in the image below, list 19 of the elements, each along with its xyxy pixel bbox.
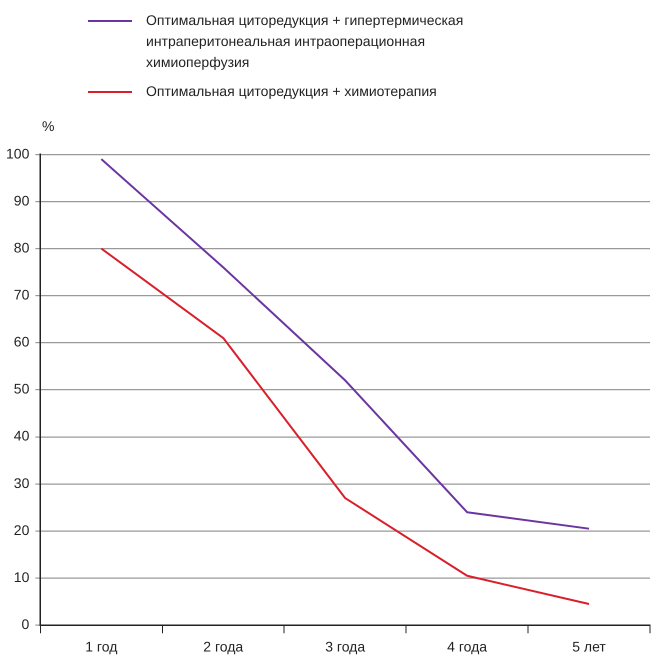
legend-label: Оптимальная циторедукция + химиотерапия [146,82,437,101]
y-tick-label: 40 [14,428,30,444]
y-tick-label: 30 [14,474,30,491]
y-tick-label: 10 [14,568,30,585]
x-tick-label: 4 года [447,638,488,654]
x-tick-label: 3 года [325,638,366,654]
y-tick-label: 90 [14,192,30,208]
y-tick-label: 100 [6,145,30,162]
y-tick-label: 50 [14,380,30,397]
x-tick-label: 2 года [203,638,244,654]
x-tick-label: 1 год [85,638,118,654]
y-tick-label: 70 [14,286,30,302]
y-tick-label: 80 [14,239,30,256]
y-tick-label: 20 [14,522,30,538]
y-tick-label: 0 [22,616,30,632]
x-tick-label: 5 лет [572,638,606,654]
y-tick-label: 60 [14,334,30,350]
legend-label: Оптимальная циторедукция + гипертермическая интраперитонеальная интраоперационная химиоперфузия [146,11,464,72]
y-axis-title: % [42,118,54,134]
